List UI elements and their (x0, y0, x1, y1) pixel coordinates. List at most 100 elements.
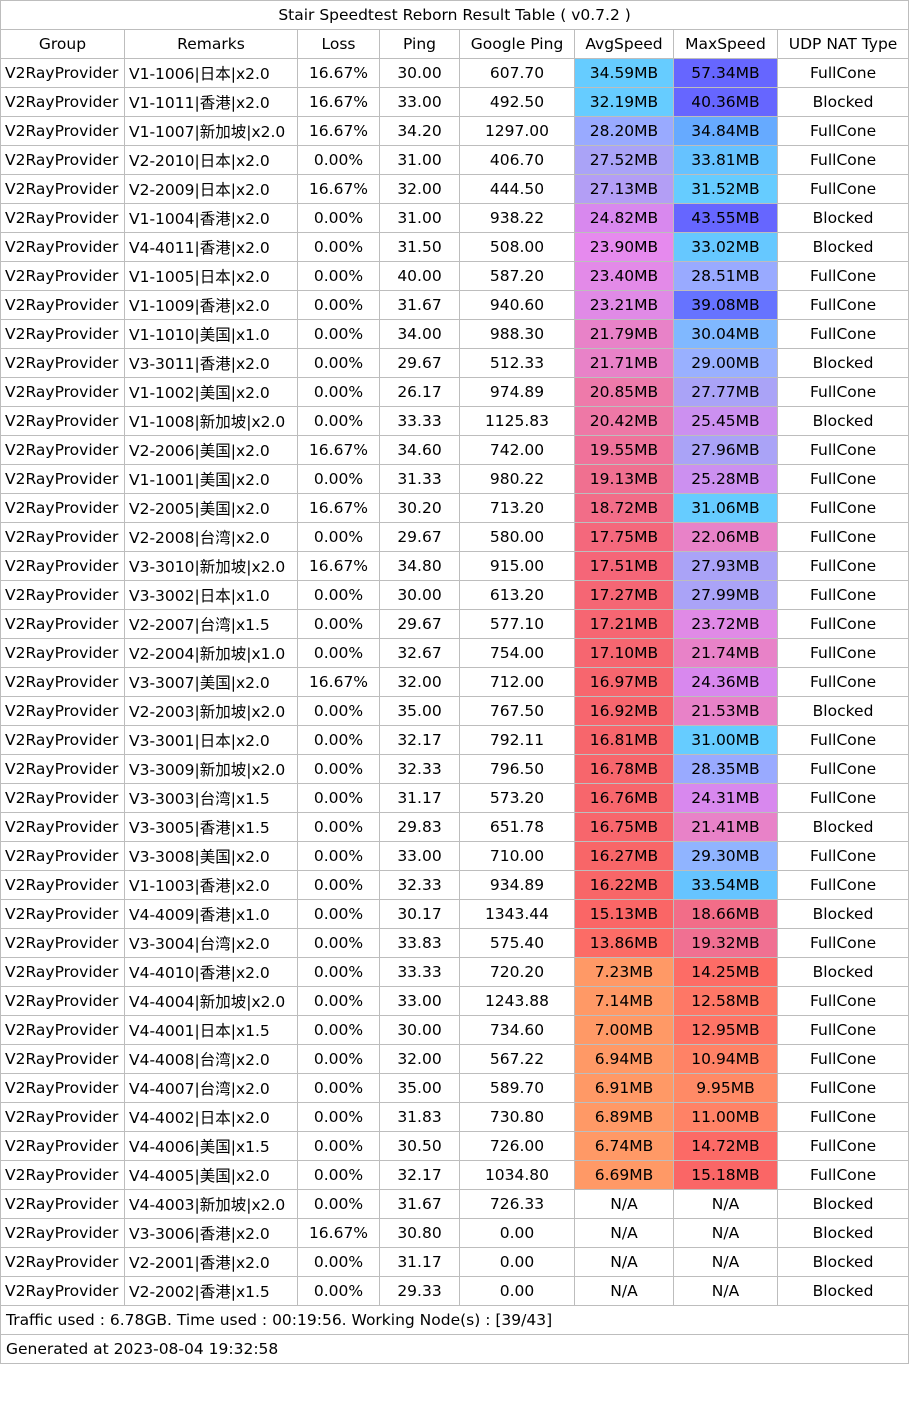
table-row: V2RayProvider V1-1005|日本|x2.0 0.00% 40.00 58… (0, 261, 909, 291)
cell-google-ping: 767.50 (459, 696, 575, 726)
generated-timestamp: Generated at 2023-08-04 19:32:58 (0, 1334, 909, 1364)
cell-loss: 16.67% (297, 116, 380, 146)
cell-loss: 0.00% (297, 783, 380, 813)
table-row: V2RayProvider V2-2003|新加坡|x2.0 0.00% 35.00 7… (0, 696, 909, 726)
cell-google-ping: 720.20 (459, 957, 575, 987)
cell-remarks: V3-3003|台湾|x1.5 (124, 783, 298, 813)
cell-udp-nat-type: FullCone (776, 1015, 909, 1045)
cell-avg-speed: 6.89MB (574, 1102, 674, 1132)
cell-max-speed: 14.25MB (673, 957, 778, 987)
cell-udp-nat-type: FullCone (776, 435, 909, 465)
cell-group: V2RayProvider (0, 145, 125, 175)
cell-group: V2RayProvider (0, 667, 125, 697)
cell-group: V2RayProvider (0, 1247, 125, 1277)
cell-google-ping: 974.89 (459, 377, 575, 407)
cell-udp-nat-type: FullCone (776, 1044, 909, 1074)
cell-max-speed: 21.74MB (673, 638, 778, 668)
cell-udp-nat-type: Blocked (776, 1247, 909, 1277)
cell-loss: 16.67% (297, 1218, 380, 1248)
table-row: V2RayProvider V3-3005|香港|x1.5 0.00% 29.83 65… (0, 812, 909, 842)
cell-group: V2RayProvider (0, 493, 125, 523)
cell-udp-nat-type: FullCone (776, 116, 909, 146)
cell-google-ping: 1343.44 (459, 899, 575, 929)
cell-udp-nat-type: FullCone (776, 493, 909, 523)
cell-ping: 32.17 (379, 1160, 460, 1190)
cell-avg-speed: 20.42MB (574, 406, 674, 436)
cell-google-ping: 726.00 (459, 1131, 575, 1161)
cell-google-ping: 938.22 (459, 203, 575, 233)
cell-loss: 0.00% (297, 986, 380, 1016)
cell-ping: 26.17 (379, 377, 460, 407)
table-row: V2RayProvider V1-1011|香港|x2.0 16.67% 33.00 4… (0, 87, 909, 117)
cell-loss: 16.67% (297, 667, 380, 697)
table-row: V2RayProvider V2-2004|新加坡|x1.0 0.00% 32.67 7… (0, 638, 909, 668)
cell-udp-nat-type: FullCone (776, 145, 909, 175)
cell-remarks: V2-2009|日本|x2.0 (124, 174, 298, 204)
cell-avg-speed: 32.19MB (574, 87, 674, 117)
table-row: V2RayProvider V4-4005|美国|x2.0 0.00% 32.17 10… (0, 1160, 909, 1190)
cell-max-speed: 29.30MB (673, 841, 778, 871)
cell-ping: 29.67 (379, 609, 460, 639)
table-row: V2RayProvider V4-4001|日本|x1.5 0.00% 30.00 73… (0, 1015, 909, 1045)
cell-max-speed: 11.00MB (673, 1102, 778, 1132)
cell-group: V2RayProvider (0, 754, 125, 784)
cell-udp-nat-type: Blocked (776, 232, 909, 262)
cell-loss: 0.00% (297, 638, 380, 668)
cell-remarks: V2-2002|香港|x1.5 (124, 1276, 298, 1306)
cell-max-speed: 39.08MB (673, 290, 778, 320)
cell-remarks: V1-1001|美国|x2.0 (124, 464, 298, 494)
cell-loss: 0.00% (297, 725, 380, 755)
cell-avg-speed: 17.75MB (574, 522, 674, 552)
cell-max-speed: 31.52MB (673, 174, 778, 204)
cell-google-ping: 587.20 (459, 261, 575, 291)
cell-group: V2RayProvider (0, 406, 125, 436)
cell-ping: 30.80 (379, 1218, 460, 1248)
cell-group: V2RayProvider (0, 348, 125, 378)
table-row: V2RayProvider V1-1008|新加坡|x2.0 0.00% 33.33 1… (0, 406, 909, 436)
cell-max-speed: 33.54MB (673, 870, 778, 900)
cell-max-speed: 33.02MB (673, 232, 778, 262)
cell-google-ping: 444.50 (459, 174, 575, 204)
cell-udp-nat-type: FullCone (776, 870, 909, 900)
cell-udp-nat-type: Blocked (776, 1218, 909, 1248)
cell-group: V2RayProvider (0, 638, 125, 668)
cell-group: V2RayProvider (0, 609, 125, 639)
cell-google-ping: 0.00 (459, 1276, 575, 1306)
table-row: V2RayProvider V4-4010|香港|x2.0 0.00% 33.33 72… (0, 957, 909, 987)
cell-loss: 0.00% (297, 696, 380, 726)
cell-remarks: V4-4001|日本|x1.5 (124, 1015, 298, 1045)
cell-google-ping: 607.70 (459, 58, 575, 88)
cell-ping: 32.17 (379, 725, 460, 755)
cell-avg-speed: 18.72MB (574, 493, 674, 523)
cell-ping: 31.00 (379, 203, 460, 233)
header-remarks: Remarks (124, 29, 298, 59)
cell-max-speed: 27.99MB (673, 580, 778, 610)
cell-ping: 30.00 (379, 580, 460, 610)
cell-max-speed: 30.04MB (673, 319, 778, 349)
cell-ping: 33.33 (379, 957, 460, 987)
table-row: V2RayProvider V1-1002|美国|x2.0 0.00% 26.17 97… (0, 377, 909, 407)
cell-avg-speed: 6.94MB (574, 1044, 674, 1074)
cell-avg-speed: 16.27MB (574, 841, 674, 871)
cell-google-ping: 796.50 (459, 754, 575, 784)
cell-ping: 32.00 (379, 667, 460, 697)
cell-max-speed: 24.31MB (673, 783, 778, 813)
cell-ping: 32.33 (379, 754, 460, 784)
cell-google-ping: 512.33 (459, 348, 575, 378)
cell-max-speed: 29.00MB (673, 348, 778, 378)
cell-udp-nat-type: FullCone (776, 841, 909, 871)
cell-udp-nat-type: Blocked (776, 348, 909, 378)
cell-group: V2RayProvider (0, 58, 125, 88)
table-row: V2RayProvider V4-4008|台湾|x2.0 0.00% 32.00 56… (0, 1044, 909, 1074)
cell-google-ping: 577.10 (459, 609, 575, 639)
cell-group: V2RayProvider (0, 812, 125, 842)
cell-remarks: V2-2001|香港|x2.0 (124, 1247, 298, 1277)
cell-loss: 0.00% (297, 812, 380, 842)
cell-group: V2RayProvider (0, 319, 125, 349)
cell-loss: 0.00% (297, 928, 380, 958)
cell-avg-speed: 15.13MB (574, 899, 674, 929)
cell-avg-speed: 19.13MB (574, 464, 674, 494)
table-row: V2RayProvider V1-1001|美国|x2.0 0.00% 31.33 98… (0, 464, 909, 494)
cell-udp-nat-type: FullCone (776, 986, 909, 1016)
table-row: V2RayProvider V1-1007|新加坡|x2.0 16.67% 34.20… (0, 116, 909, 146)
